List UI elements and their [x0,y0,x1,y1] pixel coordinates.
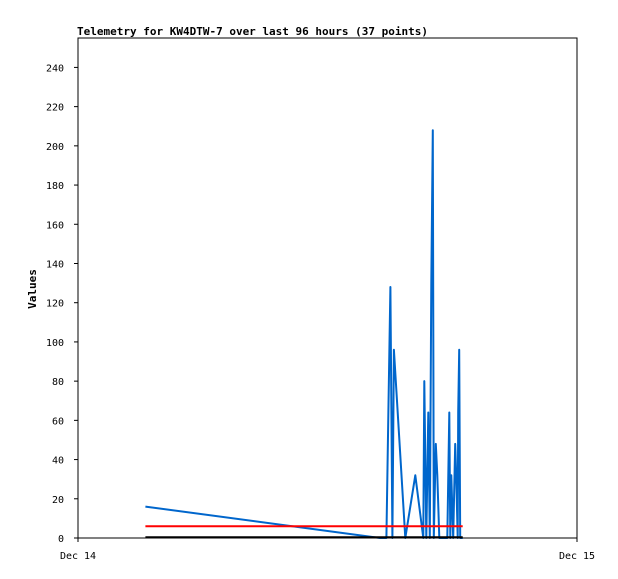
x-tick-label-0: Dec 14 [60,551,96,562]
y-tick-label-1: 20 [52,495,64,506]
y-tick-label-5: 100 [46,338,64,349]
chart-title: Telemetry for KW4DTW-7 over last 96 hour… [77,25,428,38]
y-tick-label-7: 140 [46,259,64,270]
series-line-0 [145,129,463,539]
y-tick-label-12: 240 [46,63,64,74]
y-tick-label-6: 120 [46,299,64,310]
series-layer [145,129,463,539]
y-tick-label-4: 80 [52,377,64,388]
y-tick-label-0: 0 [58,534,64,545]
y-tick-label-10: 200 [46,142,64,153]
y-tick-label-2: 40 [52,456,64,467]
y-tick-label-9: 180 [46,181,64,192]
y-axis-label: Values [26,269,39,309]
y-tick-label-3: 60 [52,416,64,427]
y-axis: 0 20 40 60 80 100 120 140 160 180 200 220 240 [46,63,78,545]
x-tick-label-1: Dec 15 [559,551,595,562]
x-axis: Dec 14 Dec 15 [60,538,595,562]
y-tick-label-8: 160 [46,220,64,231]
y-tick-label-11: 220 [46,103,64,114]
plot-area-frame [77,37,578,539]
